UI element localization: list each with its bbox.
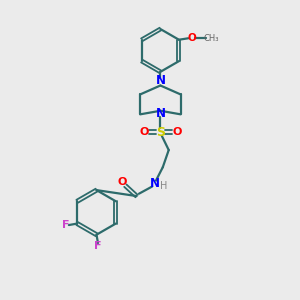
Text: F: F — [62, 220, 70, 230]
Text: O: O — [187, 33, 196, 43]
Text: CH₃: CH₃ — [204, 34, 219, 43]
Text: N: N — [149, 177, 160, 190]
Text: F: F — [94, 241, 102, 251]
Text: O: O — [172, 127, 182, 137]
Text: S: S — [156, 126, 165, 139]
Text: O: O — [139, 127, 148, 137]
Text: N: N — [155, 107, 165, 120]
Text: H: H — [160, 181, 167, 191]
Text: O: O — [118, 177, 127, 187]
Text: N: N — [155, 74, 165, 87]
